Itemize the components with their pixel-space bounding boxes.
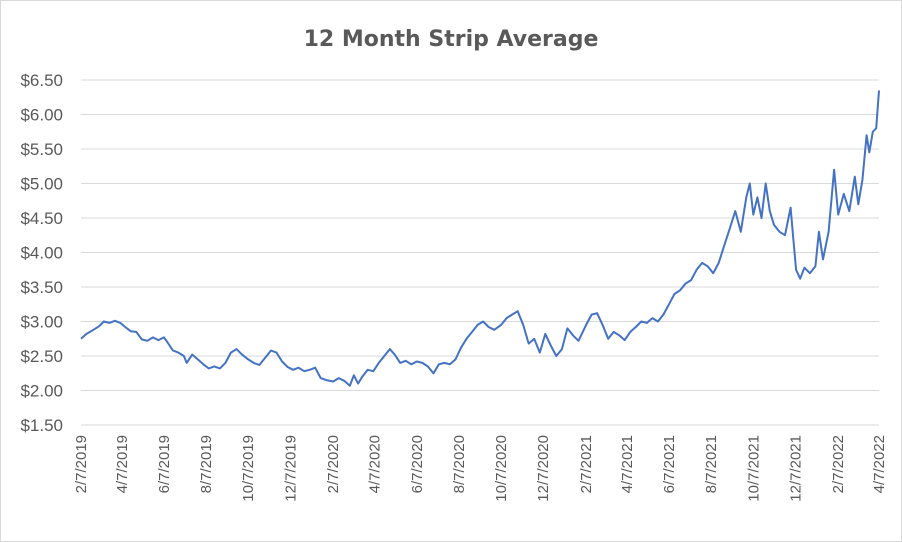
x-tick-label: 12/7/2019	[282, 435, 299, 502]
gridlines	[81, 79, 879, 426]
y-tick-label: $3.00	[20, 313, 63, 332]
x-tick-label: 12/7/2020	[535, 435, 552, 502]
y-tick-label: $6.50	[20, 71, 63, 90]
series-layer	[80, 90, 880, 387]
y-tick-label: $4.00	[20, 244, 63, 263]
x-tick-label: 4/7/2019	[114, 435, 131, 493]
x-tick-label: 10/7/2019	[240, 435, 257, 502]
y-tick-label: $2.00	[20, 382, 63, 401]
y-tick-label: $2.50	[20, 347, 63, 366]
chart-title: 12 Month Strip Average	[304, 27, 599, 52]
x-tick-label: 10/7/2021	[745, 435, 762, 502]
x-tick-label: 12/7/2021	[787, 435, 804, 502]
y-tick-label: $5.00	[20, 175, 63, 194]
x-tick-label: 8/7/2020	[451, 435, 468, 493]
y-tick-label: $1.50	[20, 416, 63, 435]
y-axis-tick-labels: $1.50 $2.00 $2.50 $3.00 $3.50 $4.00 $4.50 $5.00…	[20, 71, 63, 435]
x-tick-label: 4/7/2022	[871, 435, 888, 493]
y-tick-label: $5.50	[20, 140, 63, 159]
x-tick-label: 6/7/2019	[156, 435, 173, 493]
x-tick-label: 8/7/2021	[703, 435, 720, 493]
x-tick-label: 8/7/2019	[198, 435, 215, 493]
y-tick-label: $6.00	[20, 106, 63, 125]
x-tick-label: 2/7/2020	[325, 435, 342, 493]
x-tick-label: 4/7/2021	[619, 435, 636, 493]
x-tick-label: 2/7/2022	[830, 435, 847, 493]
x-tick-label: 2/7/2021	[578, 435, 595, 493]
x-tick-label: 4/7/2020	[367, 435, 384, 493]
series-line	[80, 90, 880, 387]
y-tick-label: $3.50	[20, 278, 63, 297]
x-tick-label: 6/7/2021	[661, 435, 678, 493]
x-tick-label: 10/7/2020	[493, 435, 510, 502]
x-tick-label: 6/7/2020	[409, 435, 426, 493]
x-tick-label: 2/7/2019	[73, 435, 90, 493]
x-axis-tick-labels: 2/7/2019 4/7/2019 6/7/2019 8/7/2019 10/7/201…	[73, 435, 888, 502]
y-tick-label: $4.50	[20, 209, 63, 228]
